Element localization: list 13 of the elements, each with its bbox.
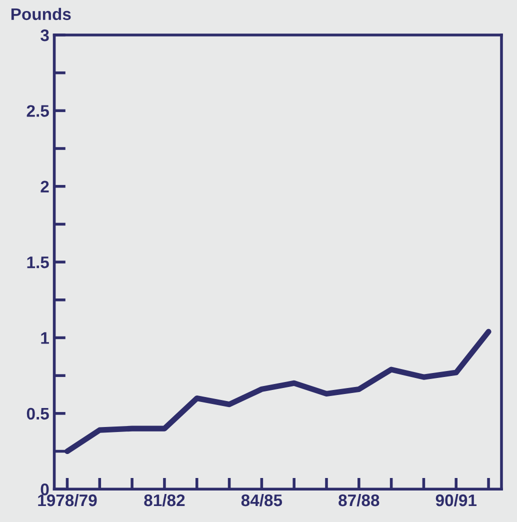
y-tick-label: 2.5: [26, 105, 49, 117]
y-tick-label: 3: [40, 29, 49, 42]
y-tick-label: 1.5: [27, 256, 49, 268]
x-tick-label: 81/82: [144, 494, 185, 506]
y-tick-label: 0: [40, 484, 49, 496]
y-tick-label: 2: [40, 180, 49, 192]
x-tick-label: 87/88: [338, 494, 380, 506]
y-tick-label: 0.5: [26, 408, 49, 420]
x-tick-label: 90/91: [436, 494, 477, 506]
x-tick-label: 1978/79: [38, 494, 97, 506]
y-tick-label: 1: [41, 332, 49, 344]
x-tick-label: 84/85: [241, 494, 282, 506]
y-axis-title: Pounds: [11, 8, 71, 20]
